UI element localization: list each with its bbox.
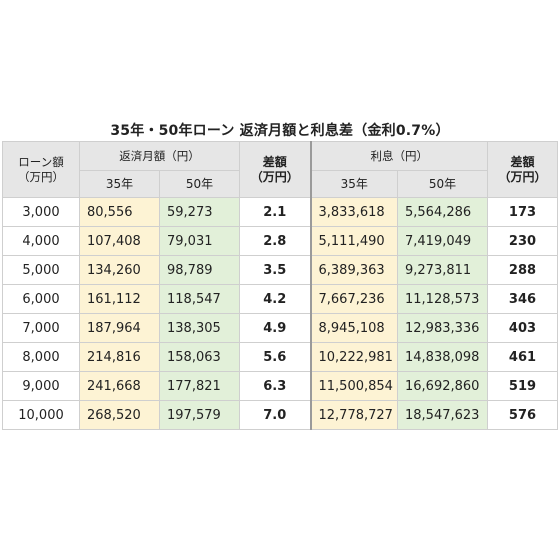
- interest-35-cell: 3,833,618: [309, 197, 398, 227]
- interest-diff-cell: 461: [487, 342, 558, 372]
- monthly-35-cell: 214,816: [79, 342, 160, 372]
- monthly-35-cell: 161,112: [79, 284, 160, 314]
- monthly-diff-cell: 3.5: [239, 255, 311, 285]
- interest-diff-cell: 173: [487, 197, 558, 227]
- header-loan-amount-label: ローン額: [18, 154, 64, 169]
- interest-35-cell: 12,778,727: [309, 400, 398, 430]
- monthly-50-cell: 138,305: [159, 313, 240, 343]
- header-monthly-diff-unit: （万円）: [250, 169, 299, 184]
- monthly-diff-cell: 5.6: [239, 342, 311, 372]
- monthly-35-cell: 107,408: [79, 226, 160, 256]
- interest-50-cell: 5,564,286: [397, 197, 488, 227]
- loan-amount-cell: 9,000: [2, 371, 80, 401]
- monthly-diff-cell: 4.2: [239, 284, 311, 314]
- table-row: 4,000 107,408 79,031 2.8 5,111,490 7,419…: [2, 226, 558, 256]
- monthly-50-cell: 197,579: [159, 400, 240, 430]
- loan-comparison-table: ローン額 （万円） 返済月額（円） 差額 （万円） 利息（円） 差額 （万円） …: [2, 141, 558, 430]
- interest-50-cell: 11,128,573: [397, 284, 488, 314]
- interest-50-cell: 9,273,811: [397, 255, 488, 285]
- monthly-50-cell: 177,821: [159, 371, 240, 401]
- header-loan-amount: ローン額 （万円）: [2, 141, 80, 198]
- monthly-diff-cell: 4.9: [239, 313, 311, 343]
- loan-amount-cell: 7,000: [2, 313, 80, 343]
- header-monthly-50: 50年: [159, 170, 240, 198]
- table-row: 10,000 268,520 197,579 7.0 12,778,727 18…: [2, 400, 558, 430]
- interest-35-cell: 8,945,108: [309, 313, 398, 343]
- interest-35-cell: 7,667,236: [309, 284, 398, 314]
- loan-amount-cell: 3,000: [2, 197, 80, 227]
- header-loan-amount-unit: （万円）: [18, 169, 64, 184]
- interest-50-cell: 14,838,098: [397, 342, 488, 372]
- header-monthly-diff: 差額 （万円）: [239, 141, 311, 198]
- monthly-35-cell: 187,964: [79, 313, 160, 343]
- table-row: 8,000 214,816 158,063 5.6 10,222,981 14,…: [2, 342, 558, 372]
- monthly-diff-cell: 7.0: [239, 400, 311, 430]
- header-interest-group: 利息（円）: [309, 141, 488, 171]
- monthly-35-cell: 268,520: [79, 400, 160, 430]
- header-interest-diff: 差額 （万円）: [487, 141, 558, 198]
- table-title: 35年・50年ローン 返済月額と利息差（金利0.7%）: [110, 123, 450, 139]
- monthly-50-cell: 118,547: [159, 284, 240, 314]
- header-monthly-diff-label: 差額: [262, 154, 287, 169]
- interest-diff-cell: 403: [487, 313, 558, 343]
- loan-amount-cell: 8,000: [2, 342, 80, 372]
- monthly-diff-cell: 2.8: [239, 226, 311, 256]
- monthly-35-cell: 241,668: [79, 371, 160, 401]
- loan-amount-cell: 6,000: [2, 284, 80, 314]
- header-interest-50: 50年: [397, 170, 488, 198]
- table-row: 3,000 80,556 59,273 2.1 3,833,618 5,564,…: [2, 197, 558, 227]
- loan-amount-cell: 4,000: [2, 226, 80, 256]
- table-row: 5,000 134,260 98,789 3.5 6,389,363 9,273…: [2, 255, 558, 285]
- monthly-diff-cell: 6.3: [239, 371, 311, 401]
- interest-35-cell: 10,222,981: [309, 342, 398, 372]
- interest-diff-cell: 346: [487, 284, 558, 314]
- interest-50-cell: 18,547,623: [397, 400, 488, 430]
- interest-diff-cell: 230: [487, 226, 558, 256]
- interest-50-cell: 12,983,336: [397, 313, 488, 343]
- monthly-diff-cell: 2.1: [239, 197, 311, 227]
- monthly-50-cell: 79,031: [159, 226, 240, 256]
- interest-50-cell: 7,419,049: [397, 226, 488, 256]
- loan-amount-cell: 5,000: [2, 255, 80, 285]
- header-interest-diff-unit: （万円）: [498, 169, 547, 184]
- table-row: 9,000 241,668 177,821 6.3 11,500,854 16,…: [2, 371, 558, 401]
- interest-diff-cell: 576: [487, 400, 558, 430]
- loan-amount-cell: 10,000: [2, 400, 80, 430]
- monthly-50-cell: 98,789: [159, 255, 240, 285]
- interest-35-cell: 6,389,363: [309, 255, 398, 285]
- header-monthly-35: 35年: [79, 170, 160, 198]
- interest-diff-cell: 519: [487, 371, 558, 401]
- header-interest-diff-label: 差額: [510, 154, 535, 169]
- header-monthly-group: 返済月額（円）: [79, 141, 240, 171]
- interest-35-cell: 11,500,854: [309, 371, 398, 401]
- interest-50-cell: 16,692,860: [397, 371, 488, 401]
- monthly-50-cell: 59,273: [159, 197, 240, 227]
- table-row: 6,000 161,112 118,547 4.2 7,667,236 11,1…: [2, 284, 558, 314]
- monthly-35-cell: 80,556: [79, 197, 160, 227]
- table-row: 7,000 187,964 138,305 4.9 8,945,108 12,9…: [2, 313, 558, 343]
- monthly-50-cell: 158,063: [159, 342, 240, 372]
- interest-diff-cell: 288: [487, 255, 558, 285]
- interest-35-cell: 5,111,490: [309, 226, 398, 256]
- header-interest-35: 35年: [309, 170, 398, 198]
- monthly-35-cell: 134,260: [79, 255, 160, 285]
